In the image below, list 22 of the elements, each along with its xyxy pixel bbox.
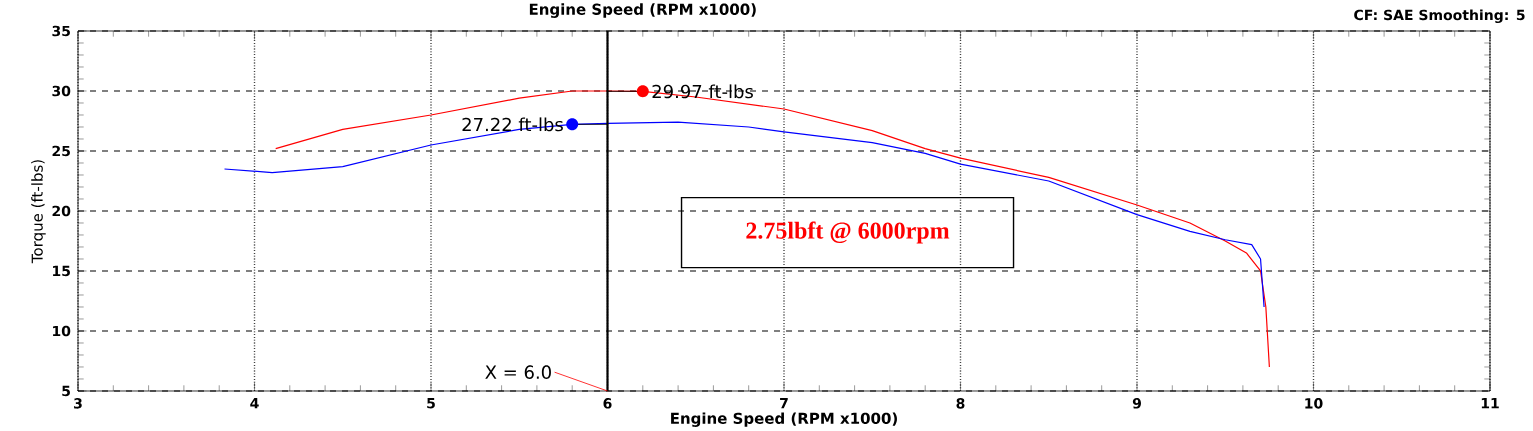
- x-axis-title: Engine Speed (RPM x1000): [671, 412, 897, 427]
- y-tick-label: 30: [52, 85, 71, 97]
- text: CF: SAE Smoothing: 5: [1354, 9, 1525, 24]
- y-tick-label: 15: [53, 265, 70, 277]
- ref-line-label: X = 6.0: [485, 365, 551, 379]
- y-axis-title: Torque (ft-lbs): [31, 160, 46, 264]
- x-tick-label: 3: [74, 398, 82, 409]
- x-tick-label: 6: [603, 398, 612, 409]
- x-tick-label: 9: [1132, 398, 1141, 409]
- y-tick-label: 25: [52, 145, 70, 157]
- x-tick-label: 8: [956, 398, 965, 409]
- x-tick-label: 11: [1481, 398, 1499, 409]
- x-tick-label: 7: [780, 398, 788, 409]
- annotation: 2.75lbft @ 6000rpm: [746, 221, 950, 244]
- chart-title: Engine Speed (RPM x1000): [529, 3, 756, 18]
- y-tick-label: 35: [52, 25, 70, 37]
- y-tick-label: 10: [53, 325, 71, 337]
- x-tick-label: 4: [250, 398, 259, 409]
- y-tick-label: 20: [52, 205, 71, 217]
- x-tick-label: 10: [1305, 398, 1323, 409]
- x-tick-label: 5: [427, 398, 435, 409]
- y-tick-label: 5: [62, 385, 70, 397]
